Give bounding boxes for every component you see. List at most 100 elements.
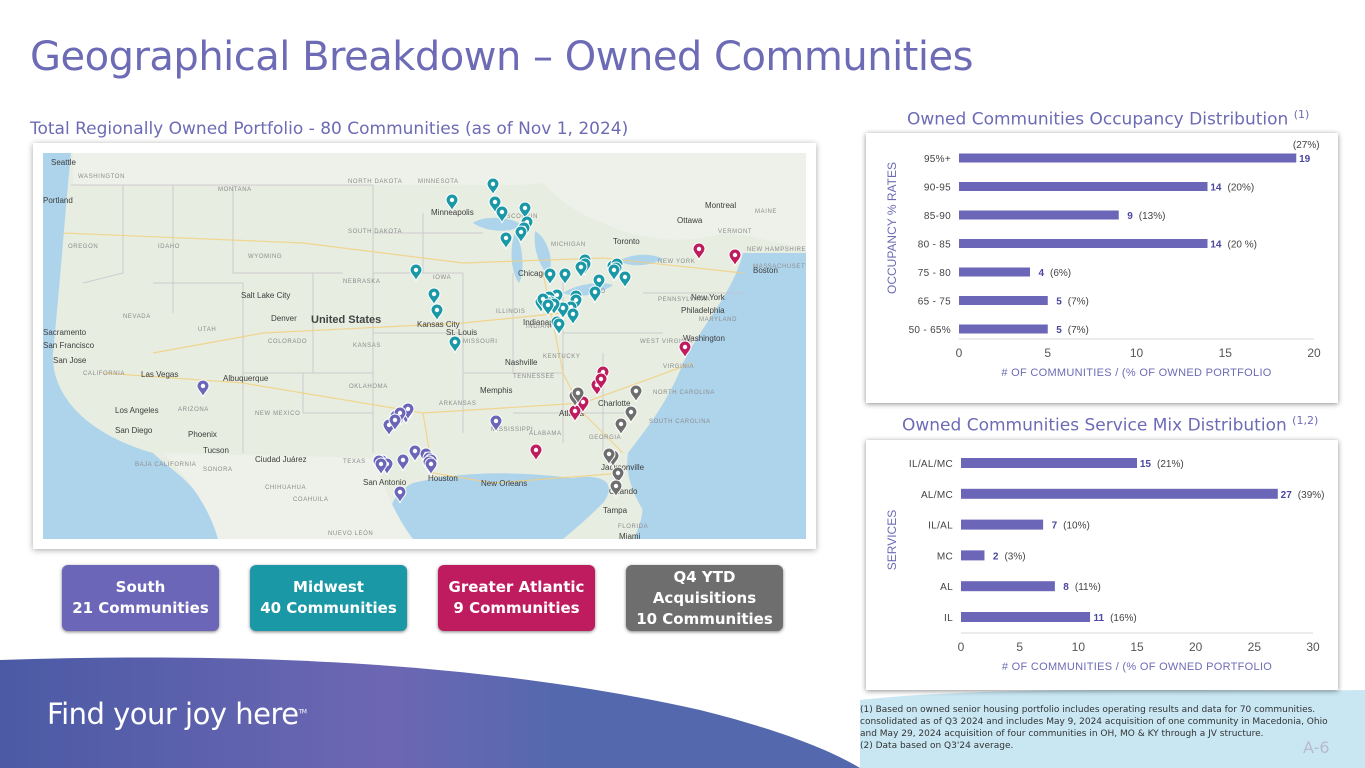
bar [961, 458, 1137, 468]
map-pin-midwest[interactable] [574, 260, 588, 279]
map-place-label: Kansas City [417, 320, 460, 329]
map-pin-south[interactable] [489, 414, 503, 433]
bar-value-label: 27 [1281, 490, 1293, 501]
map-place-label: Jacksonville [601, 463, 645, 472]
map-place-label: Philadelphia [681, 306, 725, 315]
map-state-label: NEW YORK [658, 259, 695, 265]
map-pin-midwest[interactable] [588, 285, 602, 304]
map-state-label: MASSACHUSETTS [753, 264, 806, 270]
map-place-label: Minneapolis [431, 208, 474, 217]
map-place-label: Seattle [51, 158, 76, 167]
footnote-1: (1) Based on owned senior housing portfo… [860, 705, 1328, 739]
map-pin-midwest[interactable] [486, 177, 500, 196]
map-pin-acquisition[interactable] [571, 386, 585, 405]
map-pin-atlantic[interactable] [529, 443, 543, 462]
category-label: AL [940, 582, 953, 593]
map-place-label: Sacramento [43, 328, 87, 337]
map-state-label: UTAH [198, 327, 216, 333]
map-pin-midwest[interactable] [499, 231, 513, 250]
map-pin-atlantic[interactable] [692, 242, 706, 261]
region-q4-acquisitions-count: 10 Communities [636, 609, 773, 628]
region-greater-atlantic-count: 9 Communities [453, 599, 580, 617]
bar-pct-label: (20 %) [1228, 240, 1257, 251]
bar-pct-label: (16%) [1110, 613, 1137, 624]
map-pin-atlantic[interactable] [678, 340, 692, 359]
map-state-label: NEBRASKA [343, 279, 380, 285]
map-state-label: WISCONSIN [498, 214, 538, 220]
map-state-label: ARIZONA [178, 407, 209, 413]
x-tick-label: 10 [1130, 346, 1144, 360]
category-label: 85-90 [924, 211, 951, 222]
bar-value-label: 15 [1140, 459, 1152, 470]
map-pin-south[interactable] [374, 457, 388, 476]
map-pin-midwest[interactable] [592, 273, 606, 292]
map-place-label: Houston [428, 474, 458, 483]
map-pin-midwest[interactable] [427, 287, 441, 306]
map-pin-atlantic[interactable] [728, 248, 742, 267]
map-pin-midwest[interactable] [541, 298, 555, 317]
map-place-label: Tampa [603, 506, 628, 515]
map-place-label: Washington [683, 334, 725, 343]
region-greater-atlantic-name: Greater Atlantic [448, 578, 585, 596]
region-south-name: South [115, 578, 166, 596]
map-place-label: Memphis [480, 386, 512, 395]
bar [959, 239, 1208, 248]
x-tick-label: 10 [1072, 640, 1086, 654]
map-pin-midwest[interactable] [543, 267, 557, 286]
map-state-label: WYOMING [248, 254, 282, 260]
map-state-label: MINNESOTA [418, 179, 459, 185]
map-pin-south[interactable] [408, 444, 422, 463]
occupancy-chart-title: Owned Communities Occupancy Distribution… [907, 108, 1310, 130]
map-pin-midwest[interactable] [552, 317, 566, 336]
bar-pct-label: (6%) [1050, 268, 1071, 279]
footnotes: (1) Based on owned senior housing portfo… [860, 704, 1340, 752]
map-state-label: VIRGINIA [663, 364, 694, 370]
category-label: IL/AL [928, 521, 953, 532]
map-pin-midwest[interactable] [430, 303, 444, 322]
bar-pct-label: (27%) [1293, 140, 1320, 151]
map-pin-midwest[interactable] [495, 205, 509, 224]
map-pin-midwest[interactable] [558, 267, 572, 286]
map-pin-acquisition[interactable] [611, 466, 625, 485]
map-pin-acquisition[interactable] [614, 417, 628, 436]
map-place-label: Chicago [518, 269, 548, 278]
map-state-label: NUEVO LEÓN [328, 530, 373, 537]
map-state-label: TEXAS [343, 459, 366, 465]
bar [961, 519, 1044, 530]
map-pin-midwest[interactable] [566, 307, 580, 326]
map-pin-midwest[interactable] [618, 270, 632, 289]
map-pin-south[interactable] [396, 453, 410, 472]
map-pin-midwest[interactable] [514, 225, 528, 244]
map-state-label: NORTH DAKOTA [348, 179, 402, 185]
bar-value-label: 19 [1299, 154, 1311, 165]
map-place-label: Portland [43, 196, 73, 205]
map-pin-atlantic[interactable] [594, 372, 608, 391]
map-pin-midwest[interactable] [448, 335, 462, 354]
category-label: 75 - 80 [918, 268, 951, 279]
map-pin-south[interactable] [393, 485, 407, 504]
map-pin-midwest[interactable] [409, 263, 423, 282]
map-country-label: United States [311, 314, 381, 326]
map-pin-midwest[interactable] [518, 201, 532, 220]
category-label: MC [937, 551, 953, 562]
map-place-label: Ottawa [677, 216, 703, 225]
map-pin-south[interactable] [424, 457, 438, 476]
bar-value-label: 4 [1038, 268, 1044, 279]
map-pin-acquisition[interactable] [609, 479, 623, 498]
x-tick-label: 0 [956, 346, 963, 360]
map-place-label: San Antonio [363, 478, 407, 487]
map-pin-midwest[interactable] [445, 193, 459, 212]
map-pin-south[interactable] [196, 379, 210, 398]
map-place-label: Ciudad Juárez [255, 455, 307, 464]
category-label: IL/AL/MC [909, 459, 953, 470]
map-pin-acquisition[interactable] [602, 447, 616, 466]
map-state-label: COAHUILA [293, 497, 328, 503]
x-axis-label: # OF COMMUNITIES / (% OF OWNED PORTFOLIO [1002, 661, 1272, 673]
y-axis-label: SERVICES [885, 510, 899, 570]
map-place-label: Phoenix [188, 430, 217, 439]
map-pin-south[interactable] [388, 413, 402, 432]
map-pin-acquisition[interactable] [629, 384, 643, 403]
footer-wave [0, 657, 1365, 768]
map-pin-acquisition[interactable] [624, 405, 638, 424]
map-pin-midwest[interactable] [607, 263, 621, 282]
